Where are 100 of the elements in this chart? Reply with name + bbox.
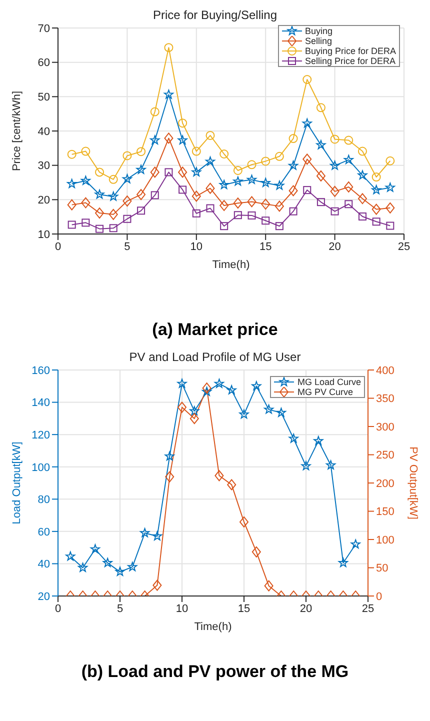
point: [140, 528, 150, 538]
legend-label: Buying: [304, 26, 332, 36]
point: [338, 558, 348, 568]
point: [178, 166, 188, 178]
y-tick-label: 10: [38, 228, 50, 241]
y2-tick-label: 300: [376, 421, 394, 434]
point: [81, 197, 90, 208]
point: [150, 135, 160, 144]
y-tick-label: 20: [38, 590, 50, 603]
point: [247, 196, 256, 208]
point: [122, 151, 132, 160]
point: [177, 378, 187, 388]
point: [220, 150, 229, 159]
point: [205, 156, 216, 166]
x-tick-label: 5: [124, 240, 130, 253]
point: [246, 174, 257, 184]
point: [206, 204, 214, 212]
x-tick-label: 20: [300, 602, 312, 615]
point: [206, 182, 215, 194]
point: [326, 460, 336, 470]
x-axis-title: Time(h): [212, 259, 250, 271]
point: [90, 544, 100, 554]
point: [240, 516, 248, 528]
point: [274, 152, 284, 161]
point: [202, 382, 212, 394]
point: [276, 408, 286, 417]
point: [178, 402, 186, 413]
point: [372, 204, 381, 215]
point: [385, 182, 395, 192]
x-tick-label: 10: [176, 602, 188, 615]
point: [330, 160, 340, 170]
legend-label: Selling: [304, 36, 332, 46]
point: [274, 200, 284, 212]
point: [95, 168, 104, 177]
y-tick-label: 20: [38, 194, 50, 207]
point: [302, 118, 312, 128]
point: [95, 208, 104, 219]
point: [152, 531, 162, 540]
point: [289, 207, 298, 216]
point: [214, 470, 224, 482]
text: (b) Load and PV power of the MG: [80, 662, 350, 682]
point: [67, 150, 76, 159]
point: [108, 208, 118, 220]
point: [248, 211, 256, 220]
point: [302, 154, 312, 165]
point: [330, 134, 340, 144]
point: [358, 170, 368, 180]
y-tick-label: 40: [38, 126, 50, 138]
point: [386, 156, 395, 166]
point: [178, 186, 187, 194]
point: [164, 132, 174, 144]
y2-tick-label: 0: [376, 590, 382, 603]
point: [316, 170, 326, 182]
x-tick-label: 25: [398, 240, 410, 253]
point: [316, 198, 325, 206]
point: [344, 181, 354, 192]
y-tick-label: 120: [32, 429, 50, 442]
point: [262, 216, 270, 225]
point: [136, 164, 146, 174]
point: [288, 185, 298, 196]
legend-label: MG Load Curve: [297, 377, 361, 387]
point: [344, 136, 354, 145]
point: [234, 211, 242, 220]
point: [275, 222, 284, 230]
point: [302, 75, 312, 84]
y-tick-label: 30: [38, 160, 50, 172]
point: [192, 146, 201, 156]
point: [136, 189, 146, 200]
x-tick-label: 5: [116, 602, 124, 615]
point: [67, 178, 77, 188]
x-tick-label: 0: [54, 240, 62, 253]
chart-title: Price for Buying/Selling: [152, 8, 278, 24]
y2-tick-label: 350: [376, 393, 394, 406]
point: [386, 222, 394, 230]
y2-axis-title: PV Output[kW]: [407, 446, 420, 520]
point: [220, 222, 228, 230]
x-tick-label: 25: [362, 602, 374, 615]
legend-label: Buying Price for DERA: [304, 46, 396, 56]
x-tick-label: 10: [190, 240, 203, 253]
y2-tick-label: 400: [376, 364, 394, 377]
point: [274, 180, 284, 190]
point: [109, 224, 118, 232]
point: [264, 404, 274, 414]
point: [67, 199, 76, 210]
point: [80, 176, 90, 185]
point: [68, 220, 76, 229]
point: [82, 218, 90, 227]
point: [66, 551, 76, 561]
point: [214, 378, 224, 388]
point: [239, 409, 249, 419]
y-tick-label: 60: [38, 57, 50, 70]
point: [288, 134, 298, 144]
point: [227, 479, 236, 490]
point: [164, 90, 174, 99]
point: [164, 168, 173, 176]
y-tick-label: 60: [38, 526, 50, 538]
point: [350, 539, 360, 548]
point: [260, 178, 270, 187]
point: [108, 174, 118, 184]
point: [94, 190, 104, 199]
